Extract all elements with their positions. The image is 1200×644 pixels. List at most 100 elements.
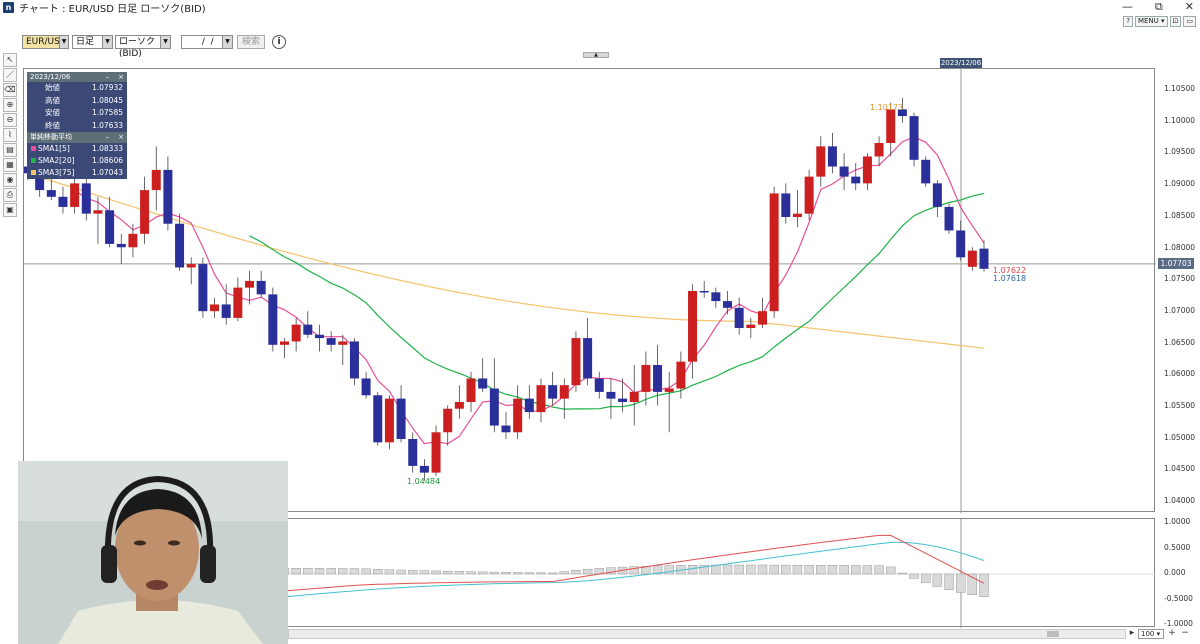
scroll-right-icon[interactable]: ▸ (1129, 628, 1135, 638)
candle-body (443, 408, 453, 433)
sub-axis: 1.0000 0.5000 0.000 -0.5000 -1.0000 (1156, 517, 1200, 628)
histogram-bar (512, 572, 523, 575)
price-axis-label: 1.10500 (1164, 84, 1196, 93)
histogram-bar (291, 568, 301, 575)
info-box-controls[interactable]: – × (105, 73, 124, 81)
candle-body (606, 391, 616, 399)
timeframe-value: 日足 (76, 37, 95, 47)
layout-button[interactable]: ▭ (1183, 16, 1196, 27)
minimize-button[interactable]: — (1121, 0, 1133, 13)
candle-body (256, 280, 266, 295)
sma-value: 1.07043 (91, 168, 123, 177)
indicator-icon[interactable]: ⌇ (3, 128, 17, 142)
candle-body (175, 223, 185, 268)
candle-body (536, 385, 546, 413)
histogram-bar (699, 564, 709, 575)
zoom-value: 100 (1141, 630, 1155, 638)
zoom-select[interactable]: 100 ▾ (1138, 629, 1164, 639)
date-input-value: / / (199, 37, 217, 47)
maximize-button[interactable]: ⧉ (1154, 0, 1163, 13)
candle-body (723, 301, 733, 308)
candle-body (792, 213, 802, 217)
eye-icon[interactable]: ◉ (3, 173, 17, 187)
main-chart[interactable] (23, 68, 1156, 513)
sub-axis-label: -0.5000 (1164, 593, 1193, 603)
export-icon[interactable]: ▣ (3, 203, 17, 217)
candle-body (58, 196, 68, 207)
scroll-thumb[interactable] (1047, 631, 1059, 637)
histogram-bar (547, 572, 558, 575)
sma-section-controls[interactable]: – × (105, 133, 124, 141)
candle-body (513, 398, 523, 433)
histogram-bar (816, 565, 826, 575)
histogram-bar (338, 568, 348, 575)
candle-body (70, 183, 80, 207)
utility-buttons: ? MENU ▾ ⊡ ▭ (1123, 16, 1196, 27)
sma2-line (249, 192, 985, 410)
date-input[interactable]: / / ▼ (181, 35, 233, 49)
histogram-bar (349, 568, 360, 575)
sma-value: 1.08606 (91, 156, 123, 165)
horizontal-scrollbar[interactable] (288, 629, 1126, 639)
print-icon[interactable]: ⎙ (3, 188, 17, 202)
title-bar: n チャート : EUR/USD 日足 ローソク(BID) — ⧉ ✕ (0, 0, 1200, 15)
candle-body (349, 341, 359, 379)
histogram-bar (664, 565, 674, 575)
zoom-out-icon[interactable]: ⊖ (3, 113, 17, 127)
candle-body (548, 385, 558, 399)
sma-row[interactable]: SMA3[75] 1.07043 (27, 167, 127, 179)
candle-body (827, 146, 837, 167)
histogram-bar (746, 564, 756, 575)
eraser-icon[interactable]: ⌫ (3, 83, 17, 97)
candle-body (128, 233, 138, 248)
collapse-toolbar-button[interactable]: ▲ (583, 52, 609, 58)
detach-button[interactable]: ⊡ (1169, 16, 1182, 27)
histogram-bar (792, 564, 803, 575)
pointer-icon[interactable]: ↖ (3, 53, 17, 67)
zoom-out-button[interactable]: − (1181, 628, 1189, 638)
candle-body (198, 264, 208, 312)
low-price-label: 1.04484 (407, 477, 441, 486)
sma-label-text: SMA2[20] (38, 156, 75, 165)
timeframe-select[interactable]: 日足 ▼ (72, 35, 113, 49)
sma-row[interactable]: SMA1[5] 1.08333 (27, 143, 127, 155)
search-button[interactable]: 検索 (237, 35, 266, 49)
histogram-bar (629, 566, 639, 575)
histogram-bar (827, 565, 838, 575)
candle-body (886, 109, 896, 143)
chart-type-select[interactable]: ローソク(BID) ▼ (115, 35, 171, 59)
candle-body (466, 378, 476, 402)
technical-icon[interactable]: ▤ (3, 143, 17, 157)
info-date: 2023/12/06 (30, 73, 71, 81)
sub-axis-label: -1.0000 (1164, 619, 1193, 628)
sub-axis-label: 0.5000 (1164, 542, 1191, 552)
ohlc-value: 1.08045 (91, 95, 123, 105)
candle-body (897, 109, 907, 117)
histogram-bar (384, 569, 395, 575)
highlight-date-label: 2023/12/06 (940, 58, 982, 68)
histogram-bar (408, 570, 418, 575)
candle-body (326, 338, 336, 345)
menu-button[interactable]: MENU ▾ (1134, 16, 1168, 27)
sma3-line (27, 172, 985, 349)
presenter-image (18, 461, 288, 644)
ohlc-row: 高値 1.08045 (27, 95, 127, 108)
zoom-in-button[interactable]: + (1168, 628, 1176, 638)
histogram-bar (501, 572, 511, 575)
price-axis-label: 1.05000 (1164, 432, 1196, 442)
histogram-bar (687, 565, 698, 575)
pair-dropdown-arrow[interactable]: ▼ (59, 35, 69, 49)
zoom-in-icon[interactable]: ⊕ (3, 98, 17, 112)
settings-grid-icon[interactable]: ▦ (3, 158, 17, 172)
info-icon[interactable]: i (272, 35, 286, 49)
sma-row[interactable]: SMA2[20] 1.08606 (27, 155, 127, 167)
close-button[interactable]: ✕ (1184, 0, 1194, 13)
candle-body (944, 206, 954, 231)
candle-body (373, 395, 383, 443)
line-draw-icon[interactable]: ／ (3, 68, 17, 82)
candle-body (956, 230, 966, 258)
help-button[interactable]: ? (1123, 16, 1133, 27)
ohlc-value: 1.07585 (91, 108, 123, 117)
histogram-bar (373, 569, 383, 575)
sub-axis-label: 1.0000 (1164, 517, 1191, 526)
